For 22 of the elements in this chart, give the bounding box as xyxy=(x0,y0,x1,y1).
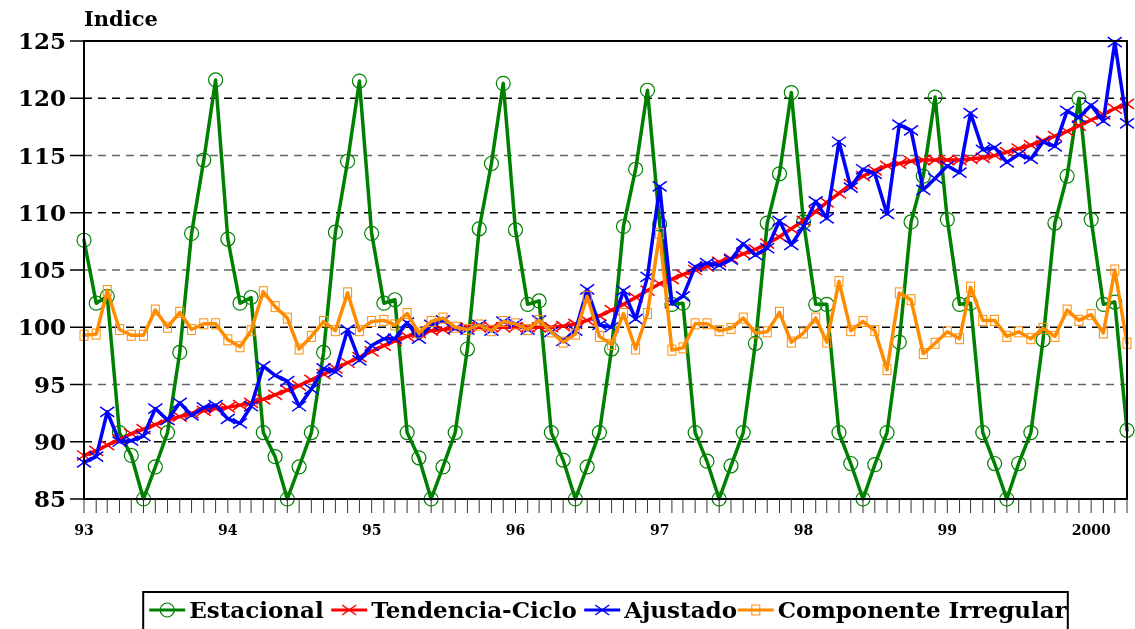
x-tick-label: 95 xyxy=(361,522,382,538)
legend-label: Ajustado xyxy=(623,596,737,624)
y-tick-label: 100 xyxy=(17,313,66,341)
y-tick-label: 120 xyxy=(17,84,66,112)
y-tick-label: 115 xyxy=(17,141,66,169)
x-tick-label: 99 xyxy=(937,522,958,538)
legend-label: Componente Irregular xyxy=(777,596,1068,624)
y-tick-label: 125 xyxy=(17,27,66,55)
y-tick-label: 110 xyxy=(17,198,66,226)
x-tick-label: 97 xyxy=(649,522,670,538)
y-axis-title: Indice xyxy=(84,6,158,31)
y-tick-label: 85 xyxy=(33,485,66,513)
x-tick-label: 98 xyxy=(793,522,814,538)
x-tick-label: 2000 xyxy=(1071,522,1111,538)
legend-label: Tendencia-Ciclo xyxy=(371,596,577,624)
y-tick-label: 90 xyxy=(33,427,66,455)
x-tick-label: 96 xyxy=(505,522,526,538)
legend-label: Estacional xyxy=(189,596,324,624)
x-tick-label: 93 xyxy=(74,522,94,538)
y-tick-label: 95 xyxy=(33,370,66,398)
y-tick-label: 105 xyxy=(17,256,66,284)
x-tick-label: 94 xyxy=(218,522,238,538)
